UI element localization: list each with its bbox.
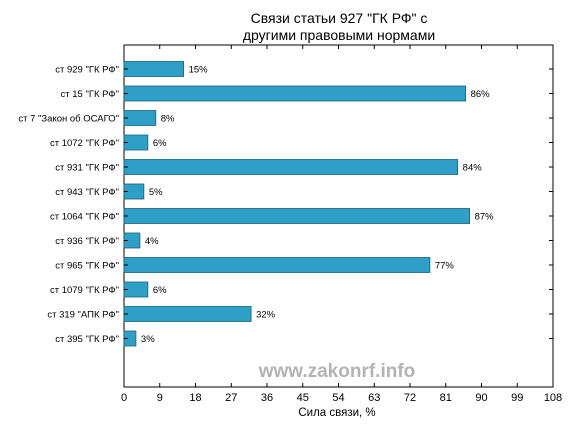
chart-title: Связи статьи 927 "ГК РФ" с другими право… [243, 10, 435, 43]
x-tick-label-7: 63 [368, 392, 380, 404]
category-label-5: ст 943 "ГК РФ" [55, 187, 119, 198]
data-label-1: 86% [471, 89, 491, 100]
category-label-3: ст 1072 "ГК РФ" [50, 138, 119, 149]
bar-2 [123, 110, 157, 126]
category-label-6: ст 1064 "ГК РФ" [50, 212, 119, 223]
category-label-10: ст 319 "АПК РФ" [47, 310, 119, 321]
data-label-2: 8% [161, 114, 175, 125]
x-tick-label-5: 45 [297, 392, 309, 404]
x-tick-label-6: 54 [332, 392, 344, 404]
bar-6 [123, 208, 470, 224]
category-label-1: ст 15 "ГК РФ" [61, 89, 119, 100]
category-label-7: ст 936 "ГК РФ" [55, 236, 119, 247]
category-label-8: ст 965 "ГК РФ" [55, 261, 119, 272]
x-axis-title: Сила связи, % [298, 407, 375, 419]
category-label-2: ст 7 "Закон об ОСАГО" [18, 114, 119, 125]
data-label-8: 77% [435, 261, 455, 272]
data-label-9: 6% [153, 285, 167, 296]
bar-1 [123, 85, 467, 102]
chart-title-line-1: Связи статьи 927 "ГК РФ" с [251, 10, 428, 26]
category-label-4: ст 931 "ГК РФ" [55, 163, 119, 174]
data-label-0: 15% [189, 65, 209, 76]
x-tick-label-3: 27 [225, 392, 237, 404]
x-axis-ticks: 0 9 18 27 36 45 54 63 72 81 90 99 108 [121, 45, 562, 404]
data-label-5: 5% [149, 187, 163, 198]
x-tick-label-8: 72 [404, 392, 416, 404]
data-labels: 15% 86% 8% 6% 84% 5% 87% 4% 77% 6% 32% 3% [141, 65, 494, 346]
category-labels: ст 929 "ГК РФ" ст 15 "ГК РФ" ст 7 "Закон о… [18, 65, 553, 345]
x-tick-label-1: 9 [157, 392, 163, 404]
category-label-9: ст 1079 "ГК РФ" [50, 285, 119, 296]
x-tick-label-2: 18 [189, 392, 201, 404]
data-label-6: 87% [475, 212, 495, 223]
chart-title-line-2: другими правовыми нормами [243, 27, 435, 43]
data-label-10: 32% [256, 310, 276, 321]
bar-4 [123, 159, 459, 175]
bars [123, 61, 470, 347]
bar-10 [123, 306, 252, 322]
x-tick-label-11: 99 [511, 392, 523, 404]
category-label-0: ст 929 "ГК РФ" [55, 65, 119, 76]
data-label-7: 4% [145, 236, 159, 247]
bar-8 [123, 257, 431, 273]
data-label-3: 6% [153, 138, 167, 149]
x-tick-label-4: 36 [261, 392, 273, 404]
bar-0 [123, 61, 184, 77]
x-tick-label-10: 90 [475, 392, 487, 404]
x-tick-label-12: 108 [544, 392, 562, 404]
category-label-11: ст 395 "ГК РФ" [55, 334, 119, 345]
data-label-11: 3% [141, 334, 155, 345]
x-tick-label-9: 81 [440, 392, 452, 404]
watermark-text: www.zakonrf.info [258, 361, 416, 382]
data-label-4: 84% [463, 163, 483, 174]
x-tick-label-0: 0 [121, 392, 127, 404]
